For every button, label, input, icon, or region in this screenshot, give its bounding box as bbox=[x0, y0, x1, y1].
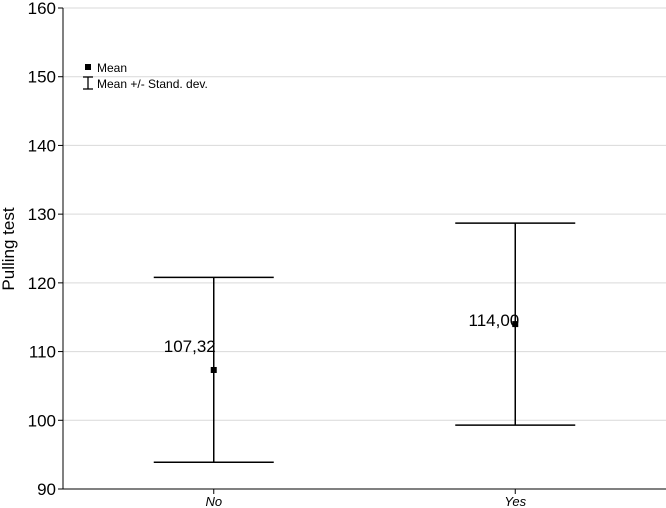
x-tick-label-no: No bbox=[205, 494, 222, 508]
legend: Mean Mean +/- Stand. dev. bbox=[83, 61, 208, 91]
legend-mean-label: Mean bbox=[97, 61, 127, 75]
y-tick-label-100: 100 bbox=[28, 411, 56, 430]
legend-mean-marker bbox=[85, 64, 91, 70]
y-tick-label-150: 150 bbox=[28, 68, 56, 87]
axes bbox=[58, 7, 666, 494]
mean-marker-yes bbox=[512, 321, 519, 328]
x-tick-label-yes: Yes bbox=[504, 494, 526, 508]
tick-labels: 90 100 110 120 130 140 150 160 No Yes bbox=[28, 0, 527, 508]
mean-marker-no bbox=[210, 366, 217, 373]
y-tick-label-160: 160 bbox=[28, 0, 56, 18]
y-tick-label-130: 130 bbox=[28, 205, 56, 224]
y-tick-label-140: 140 bbox=[28, 136, 56, 155]
legend-whisker-label: Mean +/- Stand. dev. bbox=[97, 77, 208, 91]
grid-lines bbox=[63, 7, 666, 421]
y-tick-label-90: 90 bbox=[37, 480, 56, 499]
legend-whisker-marker bbox=[83, 76, 93, 90]
data-label-no: 107,32 bbox=[164, 337, 216, 356]
y-tick-label-110: 110 bbox=[29, 343, 56, 362]
data-label-yes: 114,00 bbox=[469, 311, 520, 330]
error-bars: 107,32 114,00 bbox=[153, 222, 576, 463]
y-axis-label: Pulling test bbox=[0, 207, 18, 290]
y-tick-label-120: 120 bbox=[28, 274, 56, 293]
